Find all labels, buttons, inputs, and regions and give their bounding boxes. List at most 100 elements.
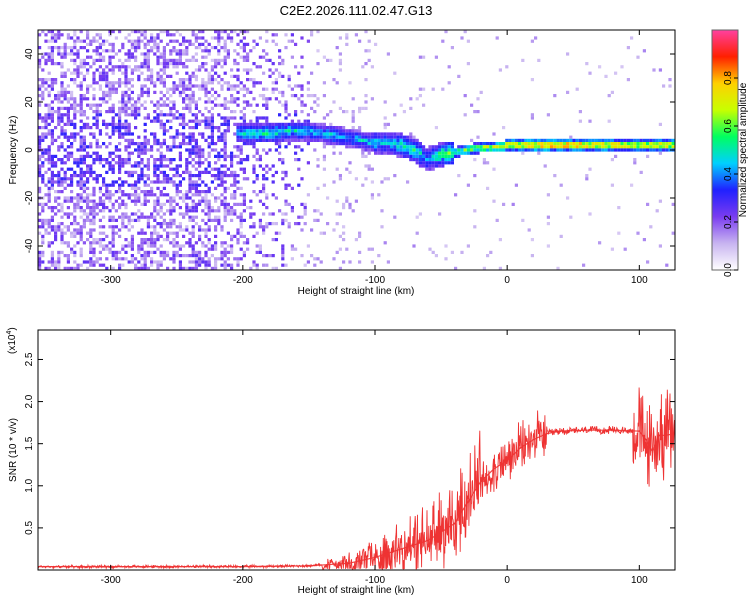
heatmap-cell — [431, 164, 435, 168]
heatmap-cell — [518, 148, 522, 152]
heatmap-cell — [121, 257, 125, 261]
heatmap-cell — [322, 138, 326, 142]
heatmap-cell — [415, 145, 419, 149]
heatmap-cell — [316, 62, 320, 66]
heatmap-cell — [79, 193, 83, 197]
heatmap-cell — [98, 263, 102, 267]
heatmap-cell — [105, 186, 109, 190]
heatmap-cell — [102, 180, 106, 184]
heatmap-cell — [166, 238, 170, 242]
heatmap-cell — [626, 46, 630, 50]
heatmap-cell — [95, 142, 99, 146]
heatmap-cell — [47, 151, 51, 155]
heatmap-cell — [47, 90, 51, 94]
heatmap-cell — [130, 42, 134, 46]
heatmap-cell — [130, 97, 134, 101]
heatmap-cell — [438, 148, 442, 152]
heatmap-cell — [217, 33, 221, 37]
heatmap-cell — [294, 126, 298, 130]
heatmap-cell — [402, 151, 406, 155]
heatmap-cell — [364, 62, 368, 66]
heatmap-cell — [127, 244, 131, 248]
heatmap-cell — [214, 97, 218, 101]
heatmap-cell — [172, 218, 176, 222]
heatmap-cell — [102, 202, 106, 206]
heatmap-cell — [358, 231, 362, 235]
heatmap-cell — [156, 36, 160, 40]
heatmap-cell — [92, 254, 96, 258]
heatmap-cell — [111, 30, 115, 34]
heatmap-cell — [194, 167, 198, 171]
heatmap-cell — [194, 58, 198, 62]
snr-point — [645, 438, 647, 441]
heatmap-cell — [38, 266, 42, 270]
heatmap-cell — [134, 55, 138, 59]
heatmap-cell — [82, 142, 86, 146]
heatmap-cell — [153, 244, 157, 248]
heatmap-cell — [76, 39, 80, 43]
heatmap-cell — [137, 68, 141, 72]
heatmap-cell — [217, 215, 221, 219]
heatmap-cell — [198, 110, 202, 114]
heatmap-cell — [319, 132, 323, 136]
heatmap-cell — [578, 145, 582, 149]
heatmap-cell — [271, 87, 275, 91]
heatmap-cell — [255, 42, 259, 46]
heatmap-cell — [50, 116, 54, 120]
heatmap-cell — [463, 148, 467, 152]
heatmap-cell — [207, 97, 211, 101]
heatmap-cell — [482, 161, 486, 165]
heatmap-cell — [166, 58, 170, 62]
heatmap-cell — [73, 81, 77, 85]
heatmap-cell — [316, 126, 320, 130]
heatmap-cell — [47, 222, 51, 226]
heatmap-cell — [367, 58, 371, 62]
heatmap-cell — [246, 103, 250, 107]
heatmap-cell — [290, 135, 294, 139]
heatmap-cell — [466, 145, 470, 149]
heatmap-cell — [598, 145, 602, 149]
heatmap-cell — [412, 244, 416, 248]
heatmap-cell — [60, 46, 64, 50]
heatmap-cell — [441, 151, 445, 155]
heatmap-cell — [342, 202, 346, 206]
heatmap-cell — [338, 106, 342, 110]
heatmap-cell — [342, 138, 346, 142]
heatmap-cell — [281, 158, 285, 162]
heatmap-cell — [236, 42, 240, 46]
heatmap-cell — [54, 110, 58, 114]
heatmap-cell — [252, 39, 256, 43]
heatmap-cell — [70, 183, 74, 187]
heatmap-cell — [322, 135, 326, 139]
heatmap-cell — [82, 170, 86, 174]
heatmap-cell — [572, 142, 576, 146]
heatmap-cell — [111, 266, 115, 270]
heatmap-cell — [217, 222, 221, 226]
heatmap-cell — [162, 174, 166, 178]
heatmap-cell — [86, 49, 90, 53]
heatmap-cell — [95, 145, 99, 149]
heatmap-cell — [217, 177, 221, 181]
heatmap-cell — [111, 129, 115, 133]
heatmap-cell — [550, 145, 554, 149]
heatmap-cell — [361, 132, 365, 136]
heatmap-cell — [265, 116, 269, 120]
heatmap-cell — [188, 151, 192, 155]
heatmap-cell — [38, 126, 42, 130]
heatmap-cell — [178, 55, 182, 59]
heatmap-cell — [169, 39, 173, 43]
heatmap-cell — [41, 250, 45, 254]
heatmap-cell — [162, 132, 166, 136]
heatmap-cell — [111, 68, 115, 72]
heatmap-cell — [431, 154, 435, 158]
heatmap-cell — [326, 129, 330, 133]
heatmap-cell — [108, 30, 112, 34]
heatmap-cell — [425, 154, 429, 158]
heatmap-cell — [380, 209, 384, 213]
heatmap-cell — [207, 209, 211, 213]
heatmap-cell — [82, 212, 86, 216]
heatmap-cell — [57, 209, 61, 213]
heatmap-cell — [92, 39, 96, 43]
heatmap-cell — [428, 167, 432, 171]
heatmap-cell — [265, 222, 269, 226]
